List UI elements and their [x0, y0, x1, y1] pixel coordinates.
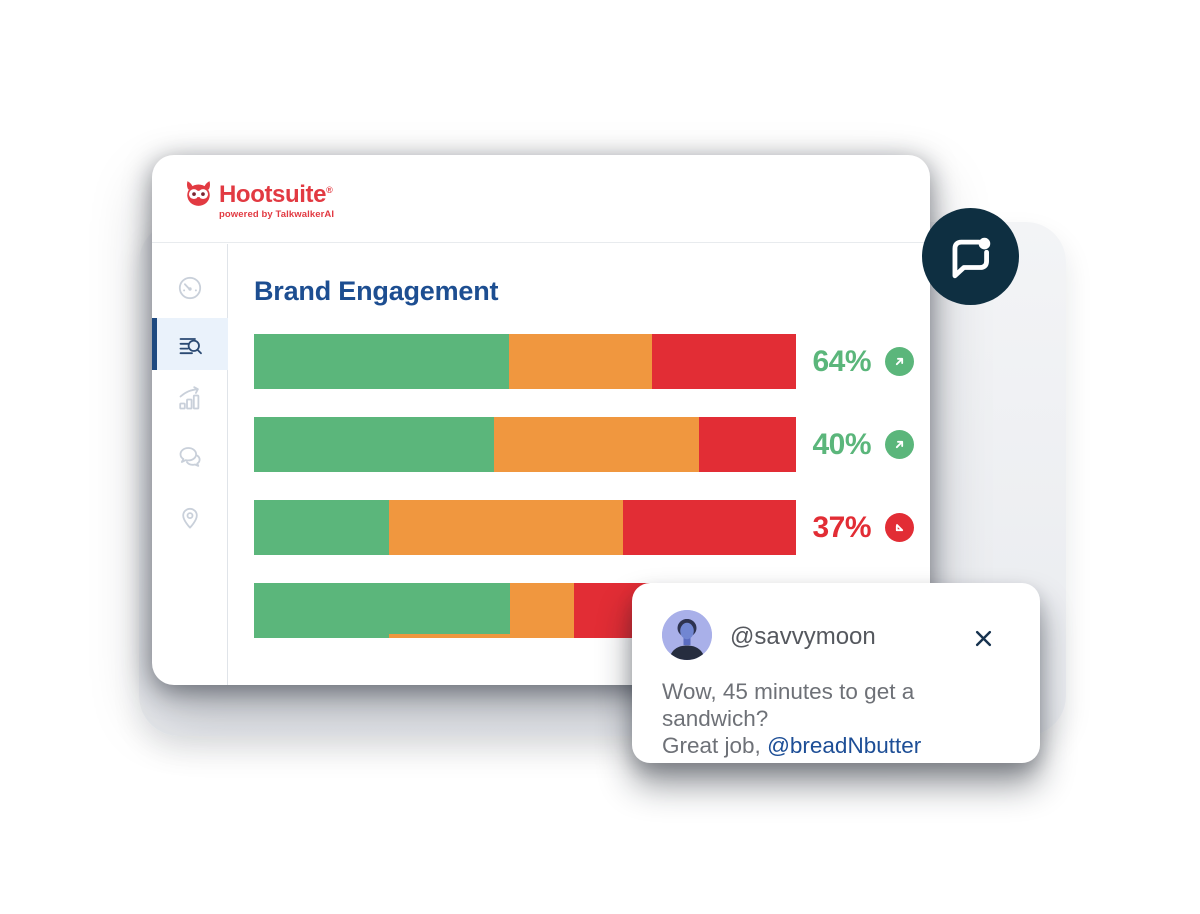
avatar: [662, 610, 712, 660]
dashboard-content: Brand Engagement 64% 40% 37%: [228, 244, 930, 685]
bar-segment-orange: [494, 417, 699, 472]
registered-mark: ®: [326, 185, 333, 195]
close-icon: [975, 630, 992, 646]
arrow-up-right-icon: [885, 347, 914, 376]
chat-bubbles-icon: [179, 447, 201, 467]
username: @savvymoon: [730, 623, 876, 650]
dashboard-header: Hootsuite® powered by TalkwalkerAI: [152, 155, 930, 243]
bar-row: 37%: [254, 500, 914, 555]
bar-segment-green: [254, 334, 509, 389]
bar-segment-red: [698, 417, 796, 472]
logo-text: Hootsuite® powered by TalkwalkerAI: [219, 177, 335, 221]
message-line2-prefix: Great job,: [662, 733, 768, 758]
bar-segment-green: [254, 583, 510, 638]
brand-name: Hootsuite®: [219, 177, 334, 208]
hootsuite-logo: Hootsuite® powered by TalkwalkerAI: [182, 177, 334, 220]
bar-row: 64%: [254, 334, 914, 389]
page-title: Brand Engagement: [254, 276, 499, 306]
bar-segment-orange: [388, 500, 624, 555]
stacked-bar: [254, 417, 796, 472]
sidebar-item-dashboard[interactable]: [152, 262, 228, 314]
trend-chart-icon: [179, 386, 200, 410]
bar-segment-orange: [508, 334, 653, 389]
sidebar-nav: [152, 244, 228, 685]
brand-tagline: powered by TalkwalkerAI: [219, 209, 335, 220]
bar-segment-green: [254, 500, 389, 555]
bar-segment-orange: [509, 583, 574, 638]
bar-segment-green: [254, 417, 495, 472]
list-search-icon: [179, 338, 202, 355]
sidebar-item-conversations[interactable]: [152, 431, 228, 483]
brand-name-text: Hootsuite: [219, 181, 327, 208]
notification-message: Wow, 45 minutes to get a sandwich? Great…: [662, 678, 1022, 759]
sidebar-item-listening[interactable]: [152, 318, 228, 370]
sidebar-item-analytics[interactable]: [152, 372, 228, 424]
hootsuite-owl-icon: [187, 181, 210, 206]
arrow-up-right-icon: [885, 430, 914, 459]
sidebar-item-locations[interactable]: [152, 492, 228, 544]
mention-link[interactable]: @breadNbutter: [767, 733, 922, 758]
bar-row: 40%: [254, 417, 914, 472]
notification-card: @savvymoon Wow, 45 minutes to get a sand…: [632, 583, 1040, 763]
message-line1: Wow, 45 minutes to get a sandwich?: [662, 679, 915, 731]
gauge-icon: [178, 276, 202, 300]
chat-bubble-icon: [952, 237, 990, 278]
location-pin-icon: [182, 507, 198, 529]
bar-segment-red: [652, 334, 796, 389]
stacked-bar: [254, 500, 796, 555]
stacked-bar: [254, 334, 796, 389]
dashboard-card: Hootsuite® powered by TalkwalkerAI: [152, 155, 930, 685]
bar-value-label: 37%: [812, 510, 871, 544]
bar-value-label: 40%: [812, 427, 871, 461]
arrow-down-left-icon: [885, 513, 914, 542]
bar-segment-red: [623, 500, 796, 555]
close-button[interactable]: [974, 627, 996, 649]
bar-value-label: 64%: [812, 344, 871, 378]
chat-notification-button[interactable]: [922, 208, 1019, 305]
